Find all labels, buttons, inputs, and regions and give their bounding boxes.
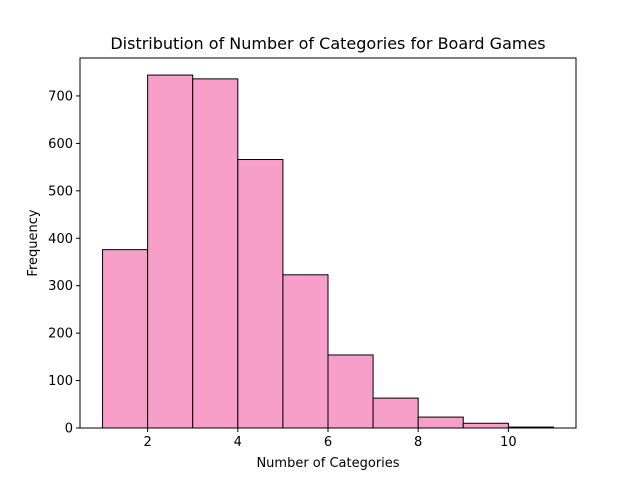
histogram-bar-6-7 — [327, 354, 374, 429]
histogram-bar-3-4 — [192, 78, 239, 429]
x-tick-label: 8 — [414, 435, 422, 450]
bars-group — [102, 74, 554, 429]
y-tick-label: 300 — [48, 279, 73, 294]
x-axis-label: Number of Categories — [256, 456, 399, 471]
histogram-bar-1-2 — [102, 249, 149, 429]
x-tick-label: 10 — [500, 435, 517, 450]
chart-title: Distribution of Number of Categories for… — [110, 34, 545, 53]
y-axis-ticks: 0 100 200 300 400 500 600 700 — [48, 89, 80, 437]
x-tick-label: 6 — [324, 435, 332, 450]
histogram-bar-8-9 — [417, 416, 464, 429]
y-tick-label: 200 — [48, 327, 73, 342]
histogram-bar-9-10 — [462, 422, 509, 429]
x-axis-ticks: 2 4 6 8 10 — [143, 428, 517, 450]
y-tick-label: 700 — [48, 89, 73, 104]
y-tick-label: 400 — [48, 232, 73, 247]
y-tick-label: 0 — [65, 422, 73, 437]
x-tick-label: 4 — [234, 435, 242, 450]
plot-frame — [79, 57, 577, 429]
y-tick-label: 100 — [48, 374, 73, 389]
histogram-bar-5-6 — [282, 274, 329, 429]
y-tick-label: 500 — [48, 184, 73, 199]
y-axis-label: Frequency — [26, 209, 41, 276]
histogram-bar-7-8 — [372, 397, 419, 429]
histogram-bar-4-5 — [237, 159, 284, 429]
x-tick-label: 2 — [143, 435, 151, 450]
y-tick-label: 600 — [48, 137, 73, 152]
histogram-bar-2-3 — [147, 74, 194, 429]
